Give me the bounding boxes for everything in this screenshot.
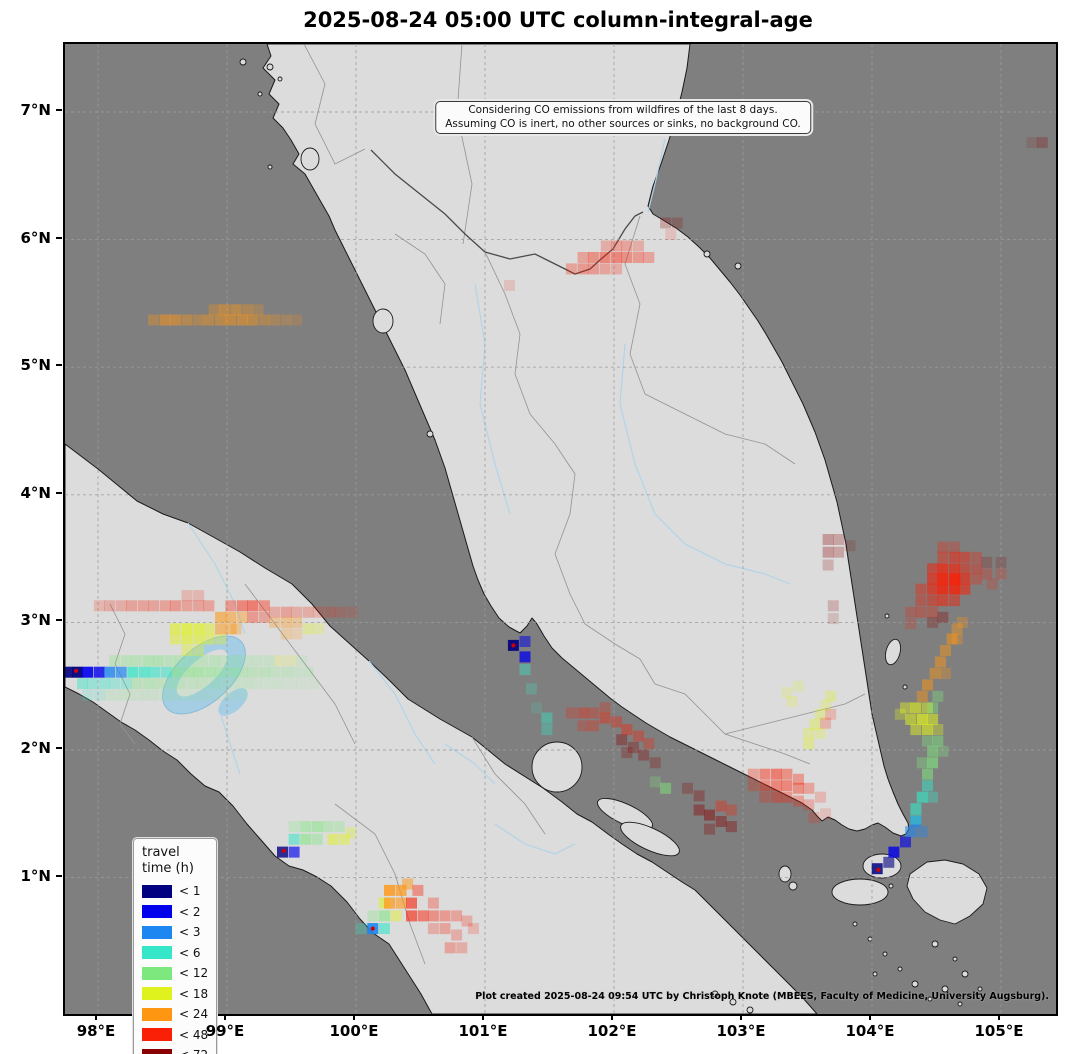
legend-label: < 18 (179, 986, 209, 1001)
island-bintan (906, 859, 988, 925)
x-tick-mark (353, 1014, 355, 1020)
x-tick-mark (482, 1014, 484, 1020)
basemap (65, 44, 1056, 1014)
island-batam (831, 878, 889, 906)
x-tick-mark (740, 1014, 742, 1020)
legend-entry: < 24 (142, 1007, 216, 1021)
legend-entry: < 72 (142, 1048, 216, 1054)
legend-title-line2: time (h) (142, 861, 194, 877)
annotation-line-2: Assuming CO is inert, no other sources o… (445, 117, 801, 130)
y-tick-mark (56, 364, 62, 367)
map-plot-area: Considering CO emissions from wildfires … (63, 42, 1058, 1054)
x-tick-mark (998, 1014, 1000, 1020)
legend-title-line1: travel (142, 845, 180, 860)
fire-marker (74, 668, 79, 673)
legend-entry: < 18 (142, 987, 216, 1001)
legend-label: < 6 (179, 945, 201, 960)
legend-label: < 2 (179, 904, 201, 919)
legend-swatch (142, 966, 172, 980)
landmass-malay-peninsula (262, 44, 910, 837)
legend-entry: < 1 (142, 884, 216, 898)
y-tick-label: 6°N (20, 228, 52, 247)
y-tick-mark (56, 619, 62, 622)
attribution-note: Plot created 2025-08-24 09:54 UTC by Chr… (475, 991, 1049, 1002)
legend-entry: < 2 (142, 905, 216, 919)
y-tick-mark (56, 109, 62, 111)
legend-swatch (142, 925, 172, 939)
legend-label: < 1 (179, 884, 201, 898)
y-tick-label: 4°N (20, 483, 52, 502)
legend-swatch (142, 1007, 172, 1021)
fire-marker (370, 926, 375, 931)
x-tick-label: 102°E (587, 1022, 637, 1040)
fire-marker (281, 848, 286, 853)
legend-entry: < 48 (142, 1028, 216, 1042)
island-karimun (778, 865, 792, 883)
legend-label: < 3 (179, 925, 201, 939)
x-tick-label: 101°E (458, 1022, 508, 1040)
legend-box: travel time (h) < 1 < 2 < 3 < 6 < 12 < 18 < 24… (133, 838, 217, 1054)
legend-label: < 72 (179, 1048, 208, 1054)
island-langkawi (300, 147, 320, 171)
legend-swatch (142, 1048, 172, 1054)
annotation-line-1: Considering CO emissions from wildfires … (468, 104, 778, 116)
x-tick-label: 104°E (845, 1022, 895, 1040)
island-redang (734, 262, 742, 270)
fire-marker (511, 643, 516, 648)
x-tick-label: 105°E (974, 1022, 1024, 1040)
legend-swatch (142, 946, 172, 959)
legend-label: < 12 (179, 966, 209, 980)
landmass-sumatra (65, 443, 818, 1014)
island-perhentian (703, 250, 711, 258)
x-tick-mark (611, 1014, 613, 1020)
fire-markers-layer (74, 643, 881, 931)
y-tick-mark (56, 747, 62, 749)
admin-borders (109, 44, 866, 965)
page-title: 2025-08-24 05:00 UTC column-integral-age (303, 8, 813, 32)
x-tick-label: 100°E (329, 1022, 379, 1040)
plume-cells-layer (65, 137, 1048, 954)
fire-marker (876, 867, 881, 872)
y-tick-label: 1°N (20, 866, 52, 885)
legend-entry: < 3 (142, 925, 216, 939)
legend-label: < 24 (179, 1007, 209, 1021)
y-tick-label: 7°N (20, 101, 52, 119)
y-tick-label: 5°N (20, 356, 52, 375)
legend-swatch (142, 1028, 172, 1041)
y-tick-mark (56, 236, 62, 239)
x-tick-mark (224, 1014, 226, 1020)
y-tick-mark (56, 874, 62, 877)
x-tick-label: 103°E (716, 1022, 766, 1040)
legend-swatch (142, 987, 172, 1000)
island-penang (372, 308, 394, 334)
x-tick-mark (869, 1014, 871, 1020)
legend-entries: < 1 < 2 < 3 < 6 < 12 < 18 < 24 < 48 < 72 (142, 884, 216, 1054)
legend-entry: < 12 (142, 966, 216, 980)
country-border-thailand-malaysia (370, 149, 644, 275)
legend-swatch (142, 884, 172, 898)
x-tick-mark (95, 1014, 97, 1020)
y-tick-mark (56, 491, 62, 494)
rivers (187, 138, 791, 855)
island-bengkalis (597, 797, 653, 831)
y-tick-label: 2°N (20, 739, 52, 757)
legend-entry: < 6 (142, 946, 216, 960)
island-tioman (884, 638, 902, 666)
y-tick-label: 3°N (20, 611, 52, 630)
island-rupat (531, 741, 583, 793)
x-tick-label: 99°E (205, 1022, 245, 1040)
legend-swatch (142, 905, 172, 918)
annotation-box: Considering CO emissions from wildfires … (435, 101, 811, 135)
legend-label: < 48 (179, 1027, 209, 1042)
x-tick-label: 98°E (76, 1022, 116, 1040)
